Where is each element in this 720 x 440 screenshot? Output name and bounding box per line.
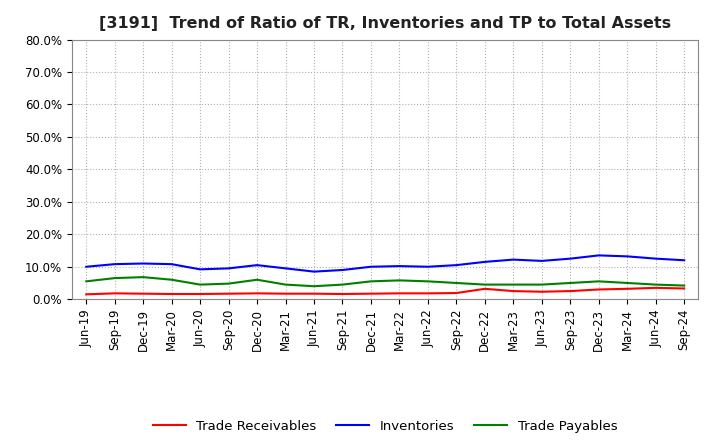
- Inventories: [423, 264, 432, 269]
- Trade Payables: [395, 278, 404, 283]
- Trade Receivables: [282, 291, 290, 296]
- Trade Receivables: [595, 287, 603, 292]
- Trade Payables: [452, 280, 461, 286]
- Trade Receivables: [623, 286, 631, 291]
- Trade Payables: [338, 282, 347, 287]
- Trade Payables: [310, 284, 318, 289]
- Trade Receivables: [566, 289, 575, 294]
- Trade Receivables: [338, 291, 347, 297]
- Trade Payables: [225, 281, 233, 286]
- Inventories: [480, 259, 489, 264]
- Inventories: [680, 258, 688, 263]
- Trade Receivables: [680, 286, 688, 291]
- Inventories: [595, 253, 603, 258]
- Trade Receivables: [423, 291, 432, 296]
- Trade Receivables: [509, 289, 518, 294]
- Inventories: [82, 264, 91, 269]
- Inventories: [566, 256, 575, 261]
- Trade Receivables: [452, 290, 461, 296]
- Inventories: [509, 257, 518, 262]
- Inventories: [652, 256, 660, 261]
- Trade Payables: [196, 282, 204, 287]
- Line: Trade Payables: Trade Payables: [86, 277, 684, 286]
- Trade Payables: [623, 280, 631, 286]
- Trade Payables: [680, 283, 688, 288]
- Trade Receivables: [480, 286, 489, 291]
- Inventories: [366, 264, 375, 269]
- Trade Receivables: [537, 289, 546, 294]
- Legend: Trade Receivables, Inventories, Trade Payables: Trade Receivables, Inventories, Trade Pa…: [148, 415, 623, 438]
- Trade Receivables: [366, 291, 375, 296]
- Trade Receivables: [652, 285, 660, 290]
- Trade Payables: [423, 279, 432, 284]
- Trade Payables: [595, 279, 603, 284]
- Trade Payables: [82, 279, 91, 284]
- Inventories: [139, 261, 148, 266]
- Inventories: [196, 267, 204, 272]
- Trade Receivables: [82, 292, 91, 297]
- Title: [3191]  Trend of Ratio of TR, Inventories and TP to Total Assets: [3191] Trend of Ratio of TR, Inventories…: [99, 16, 671, 32]
- Trade Payables: [509, 282, 518, 287]
- Trade Receivables: [253, 291, 261, 296]
- Trade Payables: [167, 277, 176, 282]
- Trade Payables: [537, 282, 546, 287]
- Trade Receivables: [395, 291, 404, 296]
- Inventories: [452, 263, 461, 268]
- Trade Receivables: [310, 291, 318, 296]
- Trade Receivables: [196, 291, 204, 297]
- Inventories: [253, 263, 261, 268]
- Trade Payables: [366, 279, 375, 284]
- Trade Payables: [566, 280, 575, 286]
- Inventories: [225, 266, 233, 271]
- Inventories: [395, 264, 404, 269]
- Trade Payables: [110, 275, 119, 281]
- Trade Payables: [480, 282, 489, 287]
- Trade Payables: [253, 277, 261, 282]
- Inventories: [282, 266, 290, 271]
- Inventories: [338, 268, 347, 273]
- Trade Payables: [139, 275, 148, 280]
- Inventories: [537, 258, 546, 264]
- Inventories: [167, 261, 176, 267]
- Inventories: [310, 269, 318, 274]
- Trade Receivables: [110, 291, 119, 296]
- Inventories: [110, 261, 119, 267]
- Inventories: [623, 254, 631, 259]
- Trade Payables: [282, 282, 290, 287]
- Line: Trade Receivables: Trade Receivables: [86, 288, 684, 294]
- Trade Receivables: [225, 291, 233, 296]
- Line: Inventories: Inventories: [86, 255, 684, 271]
- Trade Receivables: [167, 291, 176, 297]
- Trade Payables: [652, 282, 660, 287]
- Trade Receivables: [139, 291, 148, 296]
